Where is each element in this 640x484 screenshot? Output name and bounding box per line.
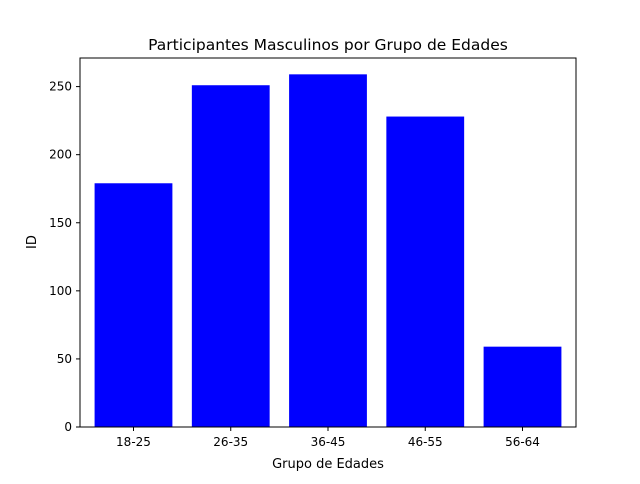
plot-frame — [79, 57, 577, 428]
x-tick-label: 46-55 — [408, 435, 443, 449]
y-tick-label: 50 — [57, 352, 72, 366]
bar-26-35 — [191, 85, 270, 427]
bar-18-25 — [94, 183, 173, 427]
y-axis-label: ID — [25, 235, 40, 249]
x-tick-label: 56-64 — [505, 435, 540, 449]
x-axis-label: Grupo de Edades — [272, 457, 384, 472]
x-tick-label: 26-35 — [213, 435, 248, 449]
y-tick-label: 200 — [49, 148, 72, 162]
y-tick-label: 250 — [49, 80, 72, 94]
x-tick-label: 36-45 — [311, 435, 346, 449]
y-tick-label: 0 — [64, 420, 72, 434]
y-tick-label: 100 — [49, 284, 72, 298]
bar-56-64 — [483, 346, 562, 427]
x-tick-label: 18-25 — [116, 435, 151, 449]
bar-46-55 — [386, 116, 465, 428]
bar-36-45 — [289, 74, 367, 428]
y-tick-label: 150 — [49, 216, 72, 230]
chart-title: Participantes Masculinos por Grupo de Ed… — [148, 36, 508, 54]
plot-area: 18-25 26-35 36-45 46-55 56-64 0 50 100 150 200 250 — [49, 74, 562, 449]
